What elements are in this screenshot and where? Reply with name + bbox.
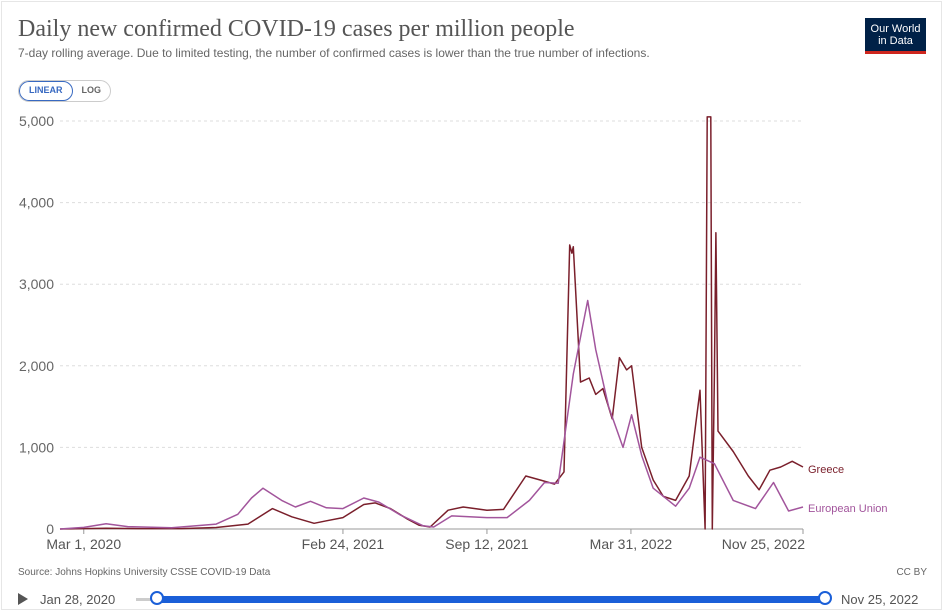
line-chart[interactable]: 0 1,000 2,000 3,000 4,000 5,000 Mar 1, 2020 Fe… — [0, 0, 943, 580]
y-axis-ticks: 0 1,000 2,000 3,000 4,000 5,000 — [19, 113, 54, 537]
x-tick-label: Nov 25, 2022 — [722, 536, 805, 552]
series-lines — [59, 116, 804, 530]
y-tick-label: 5,000 — [19, 113, 54, 129]
series-labels: Greece European Union — [808, 464, 888, 515]
chart-title: Daily new confirmed COVID-19 cases per m… — [18, 16, 575, 42]
timeline-start-handle[interactable] — [150, 591, 164, 605]
scale-toggle: LINEAR LOG — [18, 80, 111, 102]
series-line-european-union — [59, 299, 804, 530]
play-icon[interactable] — [18, 593, 28, 605]
source-note: Source: Johns Hopkins University CSSE CO… — [18, 567, 271, 578]
y-tick-label: 2,000 — [19, 358, 54, 374]
y-tick-label: 0 — [46, 521, 54, 537]
x-tick-label: Mar 1, 2020 — [46, 536, 121, 552]
logo-line-1: Our World — [870, 23, 921, 35]
timeline-end-label: Nov 25, 2022 — [841, 592, 919, 607]
log-scale-button[interactable]: LOG — [81, 85, 102, 95]
series-label: European Union — [808, 503, 888, 515]
y-tick-label: 4,000 — [19, 195, 54, 211]
series-label: Greece — [808, 464, 844, 476]
timeline-end-handle[interactable] — [818, 591, 832, 605]
gridlines — [60, 120, 803, 448]
series-line-greece — [59, 116, 804, 530]
timeline-selected-range[interactable] — [157, 596, 825, 603]
logo-line-2: in Data — [878, 35, 913, 47]
timeline: Jan 28, 2020 Nov 25, 2022 — [0, 585, 943, 611]
license-link[interactable]: CC BY — [896, 567, 927, 578]
linear-scale-button[interactable]: LINEAR — [19, 81, 73, 101]
x-tick-label: Feb 24, 2021 — [302, 536, 385, 552]
chart-subtitle: 7-day rolling average. Due to limited te… — [18, 46, 650, 60]
timeline-start-label: Jan 28, 2020 — [40, 592, 116, 607]
logo-accent-bar — [865, 51, 926, 54]
y-tick-label: 1,000 — [19, 439, 54, 455]
x-tick-label: Sep 12, 2021 — [445, 536, 529, 552]
x-tick-label: Mar 31, 2022 — [590, 536, 673, 552]
owid-logo[interactable]: Our World in Data — [865, 18, 926, 54]
x-axis: Mar 1, 2020 Feb 24, 2021 Sep 12, 2021 Mar 3… — [46, 528, 805, 552]
y-tick-label: 3,000 — [19, 276, 54, 292]
